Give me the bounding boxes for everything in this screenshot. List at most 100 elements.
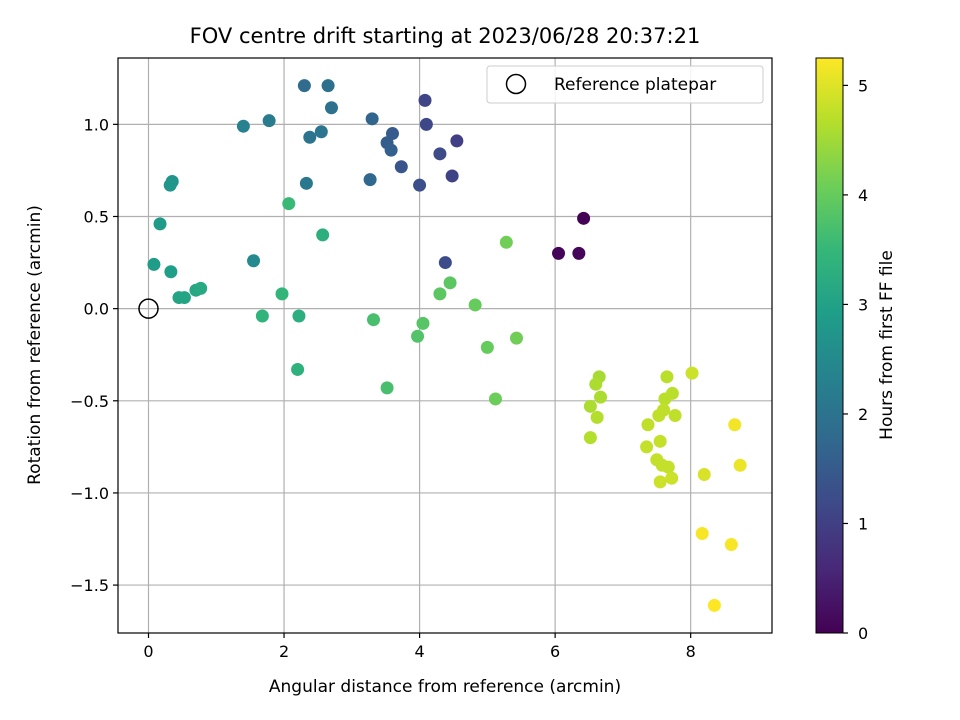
data-point <box>488 392 502 406</box>
colorbar: 0 1 2 3 4 5 Hours from first FF file <box>815 57 897 643</box>
data-point <box>480 340 494 354</box>
data-point <box>468 298 482 312</box>
data-point <box>411 329 425 343</box>
data-point <box>262 114 276 128</box>
data-point <box>419 117 433 131</box>
x-tick-label: 2 <box>279 642 289 661</box>
data-point <box>653 434 667 448</box>
data-point <box>724 538 738 552</box>
legend-box <box>486 65 764 104</box>
y-tick-label: 1.0 <box>84 115 109 134</box>
data-point <box>299 176 313 190</box>
data-point <box>668 409 682 423</box>
data-point <box>685 366 699 380</box>
colorbar-tick-label: 5 <box>858 76 868 95</box>
data-point <box>247 254 261 268</box>
data-point <box>594 390 608 404</box>
colorbar-gradient <box>816 58 843 633</box>
data-point <box>163 178 177 192</box>
data-point <box>282 197 296 211</box>
data-point <box>303 130 317 144</box>
data-point <box>695 526 709 540</box>
data-point <box>589 377 603 391</box>
y-tick-label: −1.0 <box>70 484 109 503</box>
x-tick-label: 6 <box>550 642 560 661</box>
data-point <box>292 309 306 323</box>
data-point <box>665 471 679 485</box>
data-points <box>147 79 747 612</box>
data-point <box>572 246 586 260</box>
grid-lines <box>118 58 772 633</box>
data-point <box>450 134 464 148</box>
colorbar-tick-label: 3 <box>858 295 868 314</box>
data-point <box>194 281 208 295</box>
colorbar-ticks: 0 1 2 3 4 5 <box>843 76 868 643</box>
reference-platepar-marker <box>138 298 159 319</box>
plot-area <box>113 57 773 638</box>
chart-title: FOV centre drift starting at 2023/06/28 … <box>190 24 701 48</box>
colorbar-tick-label: 0 <box>858 624 868 643</box>
data-point <box>652 409 666 423</box>
data-point <box>314 125 328 139</box>
data-point <box>236 119 250 133</box>
data-point <box>324 101 338 115</box>
legend-entry-label: Reference platepar <box>554 75 716 95</box>
data-point <box>321 79 335 93</box>
data-point <box>509 331 523 345</box>
colorbar-tick-label: 4 <box>858 186 868 205</box>
y-axis-label: Rotation from reference (arcmin) <box>25 205 45 485</box>
data-point <box>384 143 398 157</box>
data-point <box>445 169 459 183</box>
data-point <box>583 431 597 445</box>
y-tick-label: −1.5 <box>70 576 109 595</box>
colorbar-label: Hours from first FF file <box>877 250 897 440</box>
colorbar-tick-label: 2 <box>858 405 868 424</box>
data-point <box>658 392 672 406</box>
data-point <box>641 418 655 432</box>
data-point <box>443 276 457 290</box>
data-point <box>255 309 269 323</box>
x-tick-label: 4 <box>414 642 424 661</box>
data-point <box>153 217 167 231</box>
data-point <box>499 235 513 249</box>
y-tick-labels: −1.5 −1.0 −0.5 0.0 0.5 1.0 <box>70 115 109 595</box>
data-point <box>552 246 566 260</box>
data-point <box>418 93 432 107</box>
colorbar-tick-label: 1 <box>858 514 868 533</box>
plot-background <box>118 58 772 633</box>
data-point <box>316 228 330 242</box>
plot-frame <box>117 57 773 634</box>
data-point <box>275 287 289 301</box>
x-tick-label: 0 <box>143 642 153 661</box>
y-tick-label: 0.0 <box>84 300 109 319</box>
x-tick-label: 8 <box>686 642 696 661</box>
data-point <box>297 79 311 93</box>
data-point <box>438 256 452 270</box>
legend-marker-icon <box>505 73 527 95</box>
x-tick-labels: 0 2 4 6 8 <box>143 642 695 661</box>
axis-ticks <box>113 123 692 638</box>
data-point <box>707 598 721 612</box>
data-point <box>660 370 674 384</box>
colorbar-frame <box>815 57 844 634</box>
data-point <box>416 316 430 330</box>
data-point <box>367 313 381 327</box>
data-point <box>577 211 591 225</box>
y-tick-label: −0.5 <box>70 392 109 411</box>
data-point <box>733 458 747 472</box>
data-point <box>433 147 447 161</box>
data-point <box>177 291 191 305</box>
data-point <box>640 440 654 454</box>
data-point <box>697 468 711 482</box>
data-point <box>291 362 305 376</box>
legend: Reference platepar <box>486 65 764 104</box>
data-point <box>583 399 597 413</box>
data-point <box>433 287 447 301</box>
data-point <box>590 410 604 424</box>
data-point <box>413 178 427 192</box>
data-point <box>653 475 667 489</box>
data-point <box>147 257 161 271</box>
data-point <box>164 265 178 279</box>
data-point <box>363 173 377 187</box>
